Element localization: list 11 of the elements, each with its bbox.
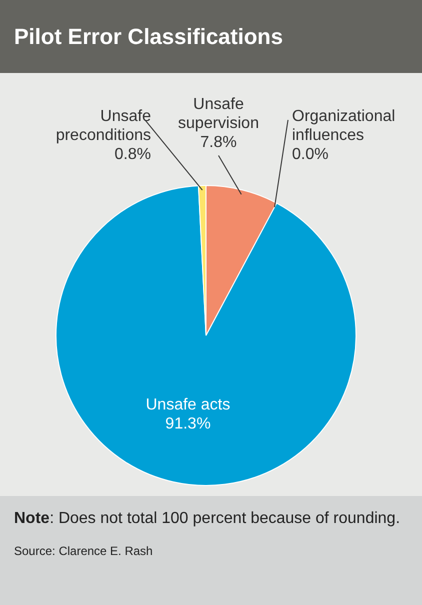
data-label: 7.8% bbox=[200, 134, 237, 151]
text: Note: Does not total 100 percent because of rounding. bbox=[14, 509, 402, 529]
data-label: 91.3% bbox=[165, 415, 211, 432]
data-label: 0.8% bbox=[114, 146, 151, 163]
slice-label: Unsafe preconditions bbox=[56, 108, 152, 144]
source-note: Source: Clarence E. Rash bbox=[14, 543, 154, 559]
category-label: Organizational influences bbox=[292, 108, 396, 144]
slice-label: Unsafe acts bbox=[146, 396, 230, 414]
chart-title: Pilot Error Classifications bbox=[0, 0, 422, 73]
slice-label: Unsafe supervision bbox=[178, 96, 259, 132]
text: 0.0% bbox=[292, 146, 328, 163]
